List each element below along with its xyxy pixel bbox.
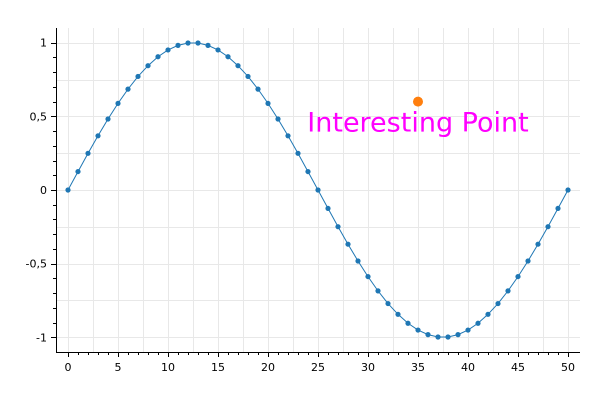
data-point	[215, 47, 221, 53]
data-point	[175, 42, 181, 48]
data-point	[475, 320, 481, 326]
data-point	[105, 116, 111, 122]
data-point	[245, 73, 251, 80]
data-point	[515, 273, 521, 280]
data-point	[455, 332, 461, 338]
data-point	[205, 42, 211, 48]
data-point	[525, 258, 531, 264]
data-point	[115, 100, 121, 107]
y-tick-label: -0,5	[26, 258, 47, 271]
y-tick-label: 1	[40, 37, 47, 50]
data-point	[255, 86, 261, 92]
annotation-label: Interesting Point	[307, 108, 528, 139]
x-tick-label: 20	[261, 361, 275, 374]
x-tick-label: 0	[65, 361, 72, 374]
grid	[56, 28, 580, 352]
data-point	[385, 300, 391, 307]
data-point	[565, 187, 571, 193]
data-point	[315, 187, 321, 193]
data-point	[135, 73, 141, 80]
data-point	[145, 63, 151, 69]
x-tick-label: 10	[161, 361, 175, 374]
data-point	[375, 288, 381, 294]
y-tick-label: 0,5	[30, 110, 48, 123]
x-tick-label: 45	[511, 361, 525, 374]
data-point	[495, 300, 501, 307]
data-point	[435, 334, 441, 340]
data-point	[295, 150, 301, 156]
x-tick-label: 25	[311, 361, 325, 374]
data-point	[235, 63, 241, 69]
data-point	[535, 241, 541, 247]
data-point	[75, 168, 81, 175]
data-point	[285, 133, 291, 139]
annotation-layer: Interesting Point	[307, 108, 528, 139]
axes: 0 5 10 15 20 25 30 35 40 45 50 -1 -0,5 0 0,5 1	[26, 28, 580, 374]
data-point	[365, 273, 371, 280]
data-point	[555, 205, 561, 212]
data-point	[325, 205, 331, 212]
data-point	[195, 40, 201, 46]
data-point	[395, 311, 401, 317]
data-point	[545, 224, 551, 230]
x-tick-label: 40	[461, 361, 475, 374]
data-point	[305, 168, 311, 175]
data-point	[505, 288, 511, 294]
x-tick-label: 15	[211, 361, 225, 374]
data-point	[85, 150, 91, 156]
highlight-point	[413, 96, 423, 107]
data-point	[65, 187, 71, 193]
data-point	[405, 320, 411, 326]
data-point	[355, 258, 361, 264]
data-point	[155, 54, 161, 60]
y-tick-label: 0	[40, 184, 47, 197]
data-point	[165, 47, 171, 53]
x-tick-label: 35	[411, 361, 425, 374]
series-0	[65, 40, 571, 340]
data-point	[225, 54, 231, 60]
data-point	[415, 327, 421, 333]
data-point	[465, 327, 471, 333]
x-tick-label: 5	[115, 361, 122, 374]
y-tick-label: -1	[36, 331, 47, 344]
data-point	[335, 224, 341, 230]
data-point	[265, 100, 271, 107]
data-point	[345, 241, 351, 247]
x-tick-label: 30	[361, 361, 375, 374]
data-point	[485, 311, 491, 317]
data-point	[95, 133, 101, 139]
data-point	[425, 332, 431, 338]
series-1	[413, 96, 423, 107]
series-layer	[65, 40, 571, 340]
x-tick-label: 50	[561, 361, 575, 374]
data-point	[445, 334, 451, 340]
data-point	[275, 116, 281, 122]
data-point	[185, 40, 191, 46]
data-point	[125, 86, 131, 92]
